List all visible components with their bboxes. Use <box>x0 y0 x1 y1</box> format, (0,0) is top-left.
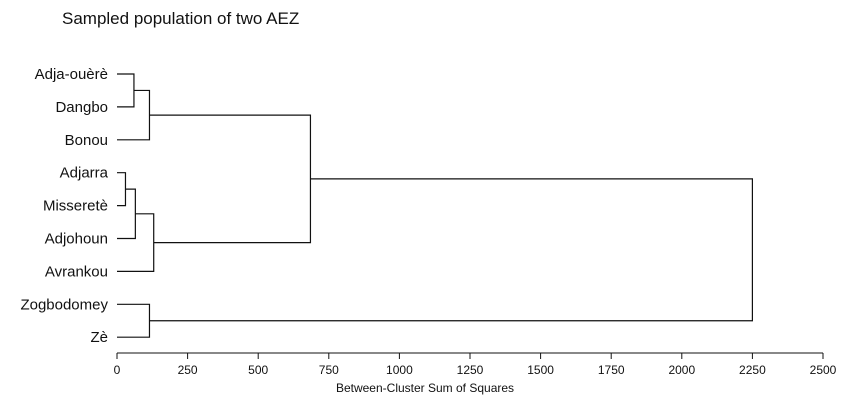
dendrogram-merge-1 <box>117 73 135 108</box>
leaf-label: Bonou <box>65 132 108 149</box>
chart-title: Sampled population of two AEZ <box>62 9 299 28</box>
x-tick-label: 2500 <box>810 363 837 377</box>
leaf-label: Zè <box>90 329 108 346</box>
leaf-label: Adjarra <box>60 165 109 182</box>
dendrogram-merge-8 <box>149 178 753 322</box>
x-axis-label: Between-Cluster Sum of Squares <box>336 381 514 395</box>
x-tick-label: 750 <box>319 363 339 377</box>
dendrogram-branches <box>117 73 753 338</box>
x-tick-label: 0 <box>114 363 121 377</box>
x-tick-label: 1750 <box>598 363 625 377</box>
x-tick-label: 2250 <box>739 363 766 377</box>
x-axis-ticks: 0 250 500 750 1000 1250 1500 1750 2000 2250 2500 <box>114 353 837 377</box>
leaf-label: Dangbo <box>55 99 108 116</box>
leaf-label: Adjohoun <box>45 231 108 248</box>
dendrogram-merge-7 <box>149 114 312 244</box>
dendrogram-merge-4 <box>117 188 136 240</box>
x-tick-label: 2000 <box>668 363 695 377</box>
leaf-labels: Adja-ouèrè Dangbo Bonou Adjarra Misseretè Adj… <box>20 66 108 346</box>
x-tick-label: 500 <box>248 363 268 377</box>
dendrogram-merge-5 <box>117 89 151 141</box>
x-tick-label: 1000 <box>386 363 413 377</box>
dendrogram-merge-3 <box>117 303 151 338</box>
x-tick-label: 1250 <box>457 363 484 377</box>
dendrogram-merge-2 <box>117 172 127 207</box>
leaf-label: Adja-ouèrè <box>35 66 108 83</box>
x-tick-label: 1500 <box>527 363 554 377</box>
leaf-label: Zogbodomey <box>20 296 108 313</box>
leaf-label: Misseretè <box>43 198 108 215</box>
leaf-label: Avrankou <box>45 263 108 280</box>
x-tick-label: 250 <box>178 363 198 377</box>
